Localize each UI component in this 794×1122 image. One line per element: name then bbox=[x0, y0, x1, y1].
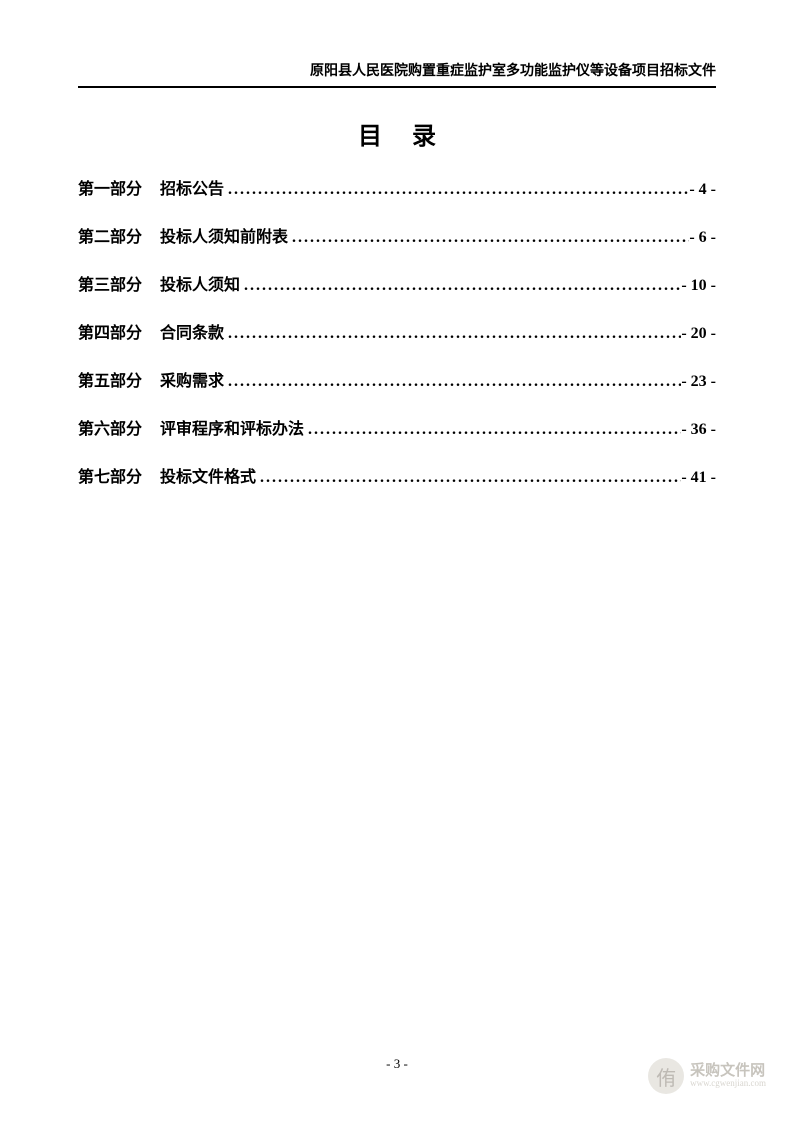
toc-entry-name: 采购需求 bbox=[160, 367, 224, 391]
toc-page-number: - 23 - bbox=[681, 373, 716, 391]
watermark-icon: 侑 bbox=[648, 1058, 684, 1094]
toc-part-label: 第三部分 bbox=[78, 271, 142, 295]
toc-item: 第四部分 合同条款 - 20 - bbox=[78, 319, 716, 343]
document-header: 原阳县人民医院购置重症监护室多功能监护仪等设备项目招标文件 bbox=[78, 60, 716, 88]
toc-page-number: - 36 - bbox=[681, 421, 716, 439]
watermark: 侑 采购文件网 www.cgwenjian.com bbox=[648, 1058, 766, 1094]
toc-part-label: 第五部分 bbox=[78, 367, 142, 391]
watermark-text-top: 采购文件网 bbox=[690, 1063, 766, 1080]
toc-leader-dots bbox=[224, 325, 681, 343]
toc-item: 第五部分 采购需求 - 23 - bbox=[78, 367, 716, 391]
toc-list: 第一部分 招标公告 - 4 - 第二部分 投标人须知前附表 - 6 - 第三部分… bbox=[78, 175, 716, 487]
toc-item: 第六部分 评审程序和评标办法 - 36 - bbox=[78, 415, 716, 439]
toc-entry-name: 投标人须知 bbox=[160, 271, 240, 295]
toc-page-number: - 4 - bbox=[689, 181, 716, 199]
toc-entry-name: 评审程序和评标办法 bbox=[160, 415, 304, 439]
toc-leader-dots bbox=[224, 373, 681, 391]
toc-entry-name: 招标公告 bbox=[160, 175, 224, 199]
toc-leader-dots bbox=[304, 421, 681, 439]
page-container: 原阳县人民医院购置重症监护室多功能监护仪等设备项目招标文件 目录 第一部分 招标… bbox=[0, 0, 794, 1122]
toc-item: 第一部分 招标公告 - 4 - bbox=[78, 175, 716, 199]
toc-page-number: - 6 - bbox=[689, 229, 716, 247]
watermark-text-bottom: www.cgwenjian.com bbox=[690, 1079, 766, 1089]
toc-leader-dots bbox=[240, 277, 681, 295]
toc-entry-name: 合同条款 bbox=[160, 319, 224, 343]
toc-leader-dots bbox=[256, 469, 681, 487]
toc-leader-dots bbox=[224, 181, 689, 199]
toc-page-number: - 41 - bbox=[681, 469, 716, 487]
watermark-text: 采购文件网 www.cgwenjian.com bbox=[690, 1063, 766, 1089]
toc-page-number: - 10 - bbox=[681, 277, 716, 295]
page-number: - 3 - bbox=[386, 1056, 408, 1071]
toc-page-number: - 20 - bbox=[681, 325, 716, 343]
toc-entry-name: 投标人须知前附表 bbox=[160, 223, 288, 247]
toc-part-label: 第四部分 bbox=[78, 319, 142, 343]
toc-part-label: 第六部分 bbox=[78, 415, 142, 439]
toc-title: 目录 bbox=[78, 116, 716, 151]
toc-item: 第三部分 投标人须知 - 10 - bbox=[78, 271, 716, 295]
toc-item: 第七部分 投标文件格式 - 41 - bbox=[78, 463, 716, 487]
toc-part-label: 第二部分 bbox=[78, 223, 142, 247]
toc-item: 第二部分 投标人须知前附表 - 6 - bbox=[78, 223, 716, 247]
toc-part-label: 第一部分 bbox=[78, 175, 142, 199]
toc-entry-name: 投标文件格式 bbox=[160, 463, 256, 487]
toc-leader-dots bbox=[288, 229, 689, 247]
toc-part-label: 第七部分 bbox=[78, 463, 142, 487]
